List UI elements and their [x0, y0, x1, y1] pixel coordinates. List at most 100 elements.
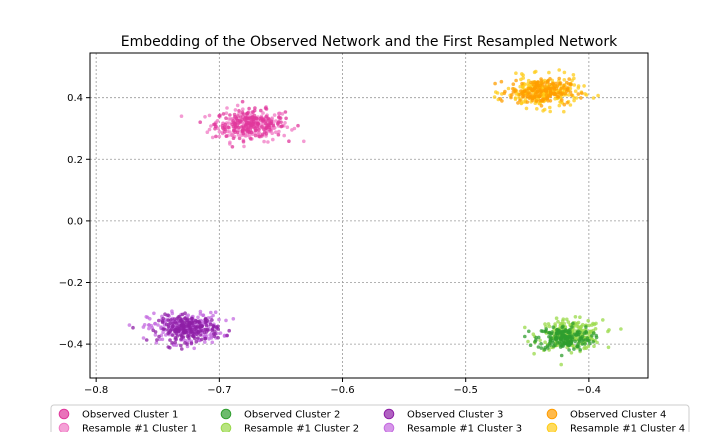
data-point: [211, 313, 215, 318]
data-point: [207, 337, 211, 341]
data-point: [578, 315, 582, 320]
data-point: [185, 324, 189, 329]
data-point: [555, 328, 559, 332]
data-point: [548, 89, 553, 94]
data-point: [253, 128, 258, 133]
data-point: [277, 111, 281, 116]
data-point: [619, 327, 623, 331]
data-point: [237, 111, 241, 116]
data-point: [582, 346, 586, 351]
data-point: [513, 97, 518, 101]
data-point: [180, 347, 184, 351]
data-point: [557, 103, 562, 108]
data-point: [565, 341, 569, 346]
data-point: [170, 324, 175, 329]
data-point: [560, 340, 564, 345]
data-point: [203, 317, 208, 322]
data-point: [177, 329, 181, 333]
data-point: [171, 321, 175, 326]
data-point: [520, 72, 524, 76]
data-point: [283, 121, 287, 125]
data-point: [559, 86, 563, 91]
data-point: [189, 341, 194, 345]
data-point: [233, 108, 238, 112]
data-point: [201, 313, 206, 318]
data-point: [276, 132, 281, 137]
data-point: [224, 116, 228, 120]
data-point: [160, 337, 165, 342]
data-point: [548, 105, 552, 110]
data-point: [571, 73, 576, 77]
data-point: [502, 91, 507, 96]
data-point: [527, 329, 531, 334]
data-point: [540, 81, 544, 85]
data-point: [266, 116, 270, 121]
data-point: [573, 315, 578, 319]
data-point: [168, 345, 172, 350]
data-point: [511, 90, 516, 94]
legend-label: Resample #1 Cluster 1: [82, 424, 197, 432]
x-tick-label: −0.8: [84, 385, 108, 396]
data-point: [191, 334, 195, 338]
data-point: [203, 320, 208, 325]
data-point: [242, 117, 247, 121]
data-point: [521, 85, 525, 89]
data-point: [224, 134, 229, 138]
data-point: [532, 70, 537, 75]
data-point: [160, 319, 165, 324]
data-point: [147, 323, 151, 327]
data-point: [569, 93, 574, 97]
data-point: [576, 92, 581, 96]
legend-marker: [546, 408, 558, 420]
data-point: [571, 321, 575, 326]
data-point: [537, 94, 542, 99]
data-point: [156, 323, 160, 327]
data-point: [559, 362, 563, 367]
data-point: [523, 325, 527, 330]
data-point: [542, 347, 547, 352]
data-point: [253, 106, 257, 110]
data-point: [190, 319, 194, 324]
data-point: [549, 331, 554, 336]
data-point: [246, 111, 250, 115]
data-point: [576, 342, 580, 346]
data-point: [196, 315, 200, 320]
data-point: [264, 107, 269, 111]
legend-label: Observed Cluster 3: [407, 410, 503, 421]
data-point: [225, 106, 229, 110]
data-point: [580, 342, 585, 346]
data-point: [174, 337, 178, 342]
data-point: [207, 127, 212, 132]
data-point: [558, 331, 562, 336]
data-point: [500, 99, 504, 103]
data-point: [562, 321, 566, 326]
data-point: [161, 330, 165, 335]
data-point: [260, 134, 264, 138]
series-observed-cluster-3: [131, 311, 231, 351]
legend-item: Observed Cluster 4: [546, 408, 666, 421]
legend-item: Observed Cluster 1: [58, 408, 178, 421]
data-point: [576, 320, 581, 325]
data-point: [277, 129, 281, 134]
data-point: [197, 320, 202, 325]
data-point: [587, 338, 591, 343]
data-point: [516, 101, 520, 105]
data-point: [183, 311, 187, 316]
data-point: [127, 323, 132, 327]
y-tick-label: 0.2: [67, 155, 83, 166]
data-point: [157, 334, 161, 339]
data-point: [565, 100, 570, 105]
data-point: [206, 328, 210, 332]
data-point: [248, 137, 253, 141]
data-point: [162, 327, 167, 331]
data-point: [590, 323, 594, 327]
data-point: [543, 340, 547, 345]
data-point: [531, 332, 536, 337]
data-point: [183, 316, 187, 321]
data-point: [198, 333, 203, 337]
data-point: [518, 84, 522, 89]
data-point: [141, 325, 146, 329]
data-point: [511, 86, 515, 91]
data-point: [523, 334, 527, 339]
data-point: [586, 318, 590, 323]
